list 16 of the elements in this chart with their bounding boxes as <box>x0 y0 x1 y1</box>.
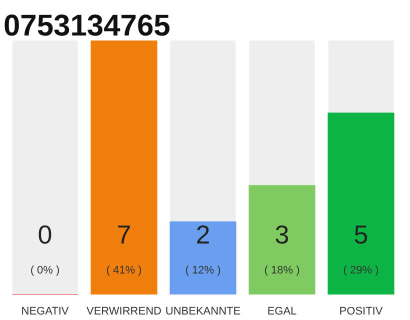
data-label: 2 <box>196 220 210 250</box>
x-tick-label: UNBEKANNTE <box>165 306 241 318</box>
annotation: ( 29% ) <box>343 264 379 277</box>
x-tick-label: POSITIV <box>339 306 384 318</box>
annotation: ( 41% ) <box>106 264 142 277</box>
data-label: 5 <box>354 220 368 250</box>
data-label: 3 <box>274 220 290 250</box>
annotation: ( 12% ) <box>185 264 221 277</box>
annotation: ( 0% ) <box>30 264 60 277</box>
x-tick-label: NEGATIV <box>21 306 70 318</box>
annotation: ( 18% ) <box>264 264 300 277</box>
chart-title: 0753134765 <box>4 10 170 42</box>
x-tick-label: VERWIRREND <box>86 306 162 318</box>
data-label: 0 <box>38 220 52 250</box>
x-tick-label: EGAL <box>267 306 297 318</box>
data-label: 7 <box>116 220 132 250</box>
